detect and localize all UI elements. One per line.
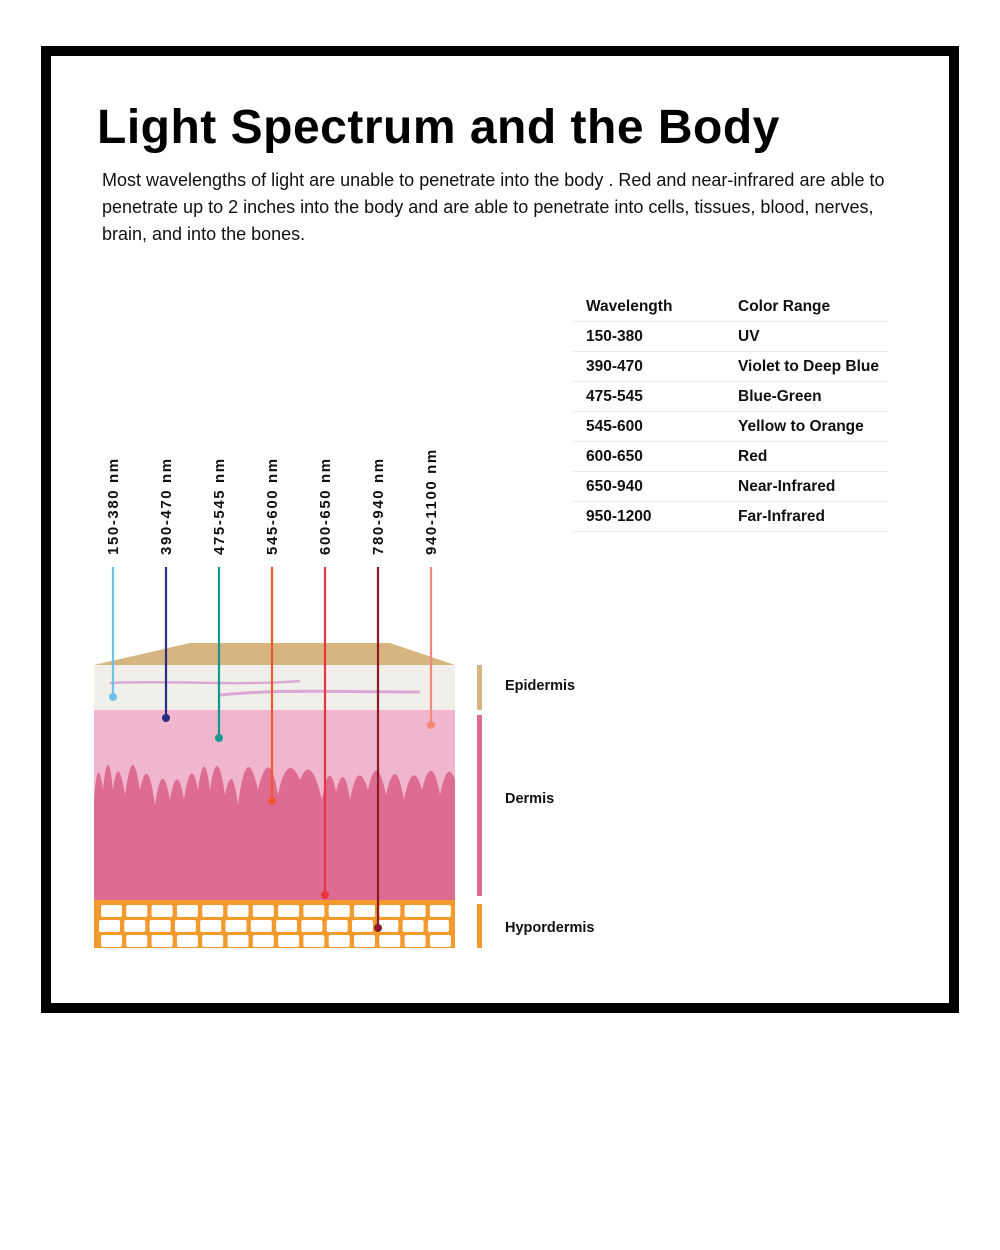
fat-cell — [176, 905, 198, 917]
epidermis-layer — [94, 665, 455, 710]
fat-cell-group — [99, 905, 451, 947]
color-range-cell: Red — [724, 441, 888, 472]
band-endpoint — [109, 693, 117, 701]
band-label: 150-380 nm — [105, 457, 122, 555]
epidermis-bracket — [477, 665, 482, 710]
table-row: 150-380 UV — [572, 321, 888, 352]
table-row: 650-940 Near-Infrared — [572, 471, 888, 502]
fat-cell — [404, 935, 426, 947]
table-row: 390-470 Violet to Deep Blue — [572, 351, 888, 382]
fat-cell — [301, 920, 323, 932]
fat-cell — [124, 920, 146, 932]
band-label: 475-545 nm — [211, 457, 228, 555]
fat-cell — [101, 935, 122, 947]
band-endpoint — [321, 891, 329, 899]
fat-cell — [326, 920, 348, 932]
band-label: 600-650 nm — [317, 457, 334, 555]
band-label: 940-1100 nm — [423, 448, 440, 555]
band-endpoint — [374, 924, 382, 932]
dermis-label: Dermis — [505, 791, 555, 807]
fat-cell — [379, 935, 401, 947]
fat-cell — [429, 905, 451, 917]
fat-cell — [276, 920, 298, 932]
fat-cell — [151, 935, 173, 947]
wavelength-cell: 390-470 — [572, 351, 724, 382]
table-row: 950-1200 Far-Infrared — [572, 501, 888, 532]
fat-cell — [250, 920, 272, 932]
fat-cell — [402, 920, 424, 932]
fat-cell — [328, 935, 350, 947]
color-range-cell: Near-Infrared — [724, 471, 888, 502]
fat-cell — [202, 905, 224, 917]
wavelength-cell: 150-380 — [572, 321, 724, 352]
wavelength-cell: 475-545 — [572, 381, 724, 412]
page-title: Light Spectrum and the Body — [97, 101, 780, 154]
fat-cell — [252, 935, 274, 947]
fat-cell — [278, 935, 300, 947]
fat-cell — [176, 935, 198, 947]
dermis-bracket — [477, 715, 482, 896]
color-range-cell: Blue-Green — [724, 381, 888, 412]
fat-cell — [200, 920, 222, 932]
fat-cell — [252, 905, 274, 917]
band-endpoint — [162, 714, 170, 722]
fat-cell — [404, 905, 426, 917]
fat-cell — [377, 920, 399, 932]
table-row: 475-545 Blue-Green — [572, 381, 888, 412]
color-range-cell: Violet to Deep Blue — [724, 351, 888, 382]
fat-cell — [379, 905, 401, 917]
fat-cell — [174, 920, 196, 932]
description: Most wavelengths of light are unable to … — [102, 170, 885, 244]
fat-cell — [429, 935, 451, 947]
column-header-color-range: Color Range — [724, 292, 888, 322]
column-header-wavelength: Wavelength — [572, 292, 724, 322]
fat-cell — [278, 905, 300, 917]
color-range-cell: Yellow to Orange — [724, 411, 888, 442]
fat-cell — [99, 920, 120, 932]
fat-cell — [354, 935, 375, 947]
fat-cell — [352, 920, 373, 932]
wavelength-cell: 600-650 — [572, 441, 724, 472]
fat-cell — [202, 935, 224, 947]
band-label: 545-600 nm — [264, 457, 281, 555]
epidermis-label: Epidermis — [505, 678, 576, 694]
fat-cell — [303, 935, 325, 947]
wavelength-bands: 150-380 nm 390-470 nm 475-545 nm 545-600 nm… — [105, 448, 440, 932]
wavelength-cell: 545-600 — [572, 411, 724, 442]
wavelength-cell: 650-940 — [572, 471, 724, 502]
fat-cell — [149, 920, 171, 932]
color-range-cell: Far-Infrared — [724, 501, 888, 532]
fat-cell — [126, 905, 148, 917]
fat-cell — [151, 905, 173, 917]
fat-cell — [328, 905, 350, 917]
hypodermis-bracket — [477, 904, 482, 948]
fat-cell — [225, 920, 247, 932]
band-label: 780-940 nm — [370, 457, 387, 555]
fat-cell — [427, 920, 449, 932]
fat-cell — [126, 935, 148, 947]
epidermis-streak — [109, 679, 301, 685]
fat-cell — [101, 905, 122, 917]
table-row: 600-650 Red — [572, 441, 888, 472]
band-label: 390-470 nm — [158, 457, 175, 555]
fat-cell — [227, 905, 249, 917]
dermis-layer — [94, 764, 455, 900]
table-header-row: Wavelength Color Range — [572, 292, 888, 322]
fat-cell — [227, 935, 249, 947]
fat-cell — [303, 905, 325, 917]
hypodermis-label: Hypordermis — [505, 920, 595, 936]
band-endpoint — [215, 734, 223, 742]
epidermis-streak — [219, 689, 421, 697]
band-endpoint — [268, 797, 276, 805]
color-range-cell: UV — [724, 321, 888, 352]
table-row: 545-600 Yellow to Orange — [572, 411, 888, 442]
wavelength-cell: 950-1200 — [572, 501, 724, 532]
wavelength-table: Wavelength Color Range 150-380 UV 390-470… — [572, 292, 888, 532]
fat-cell — [354, 905, 375, 917]
hypodermis-layer — [94, 900, 455, 948]
band-endpoint — [427, 721, 435, 729]
epidermis-surface — [94, 643, 455, 665]
